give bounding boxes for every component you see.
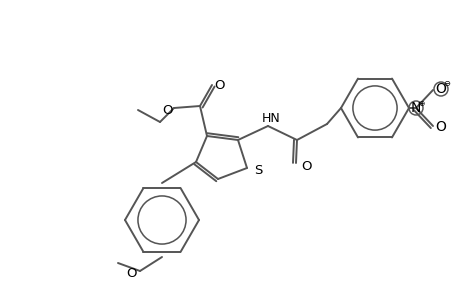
Text: S: S — [253, 164, 262, 176]
Text: O: O — [301, 160, 312, 172]
Text: ⊕: ⊕ — [417, 98, 423, 107]
Text: ⊖: ⊖ — [442, 79, 449, 88]
Text: O: O — [214, 79, 225, 92]
Text: O: O — [127, 268, 137, 281]
Text: O: O — [162, 103, 173, 116]
Text: O: O — [435, 82, 446, 96]
Text: HN: HN — [261, 112, 280, 125]
Text: O: O — [435, 120, 446, 134]
Text: N: N — [410, 101, 420, 115]
